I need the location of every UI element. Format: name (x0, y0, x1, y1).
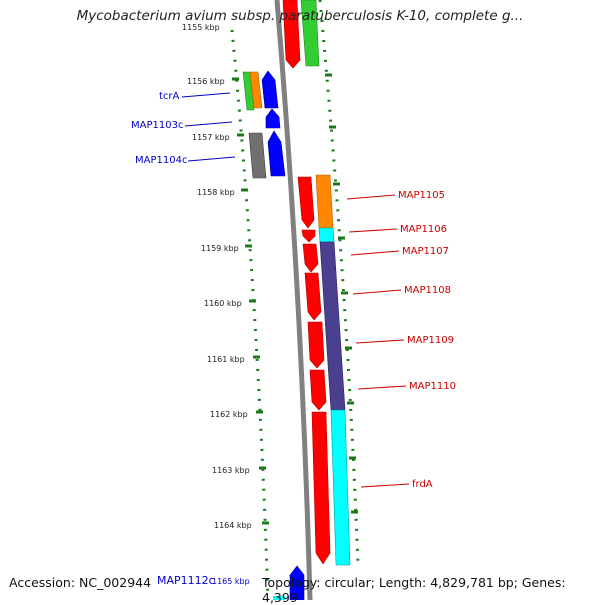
gene-label-map1112c[interactable]: MAP1112c (157, 574, 215, 587)
genome-backbone (274, 0, 313, 600)
segment-cyan[interactable] (318, 227, 335, 243)
gene-label-map1103c[interactable]: MAP1103c (131, 120, 183, 131)
outer-dotted-track-left (230, 29, 270, 600)
map-title: Mycobacterium avium subsp. paratuberculo… (76, 8, 524, 24)
gene-arrow-tcra[interactable] (242, 71, 255, 111)
gene-arrow[interactable] (296, 596, 304, 600)
tick-labels: 1155 kbp 1156 kbp 1157 kbp 1158 kbp 1159… (182, 23, 252, 530)
tick-label: 1161 kbp (207, 355, 245, 364)
segment-orange[interactable] (315, 174, 334, 229)
tick-label: 1155 kbp (182, 23, 220, 32)
tick-label: 1163 kbp (212, 466, 250, 475)
gene-label-map1108[interactable]: MAP1108 (404, 285, 451, 296)
gene-arrow[interactable] (249, 71, 263, 109)
tick-label: 1164 kbp (214, 521, 252, 530)
tick-label: 1159 kbp (201, 244, 239, 253)
gene-label-map1110[interactable]: MAP1110 (409, 381, 456, 392)
tick-label: 1157 kbp (192, 133, 230, 142)
gene-arrows-bottom (273, 565, 305, 600)
gene-arrows-top (282, 0, 320, 69)
gene-arrows-color-track (315, 174, 351, 566)
gene-arrow[interactable] (261, 70, 279, 109)
gene-arrow-frda[interactable] (311, 411, 331, 565)
accession-text: Accession: NC_002944 (9, 575, 152, 590)
gene-arrow-map1106[interactable] (301, 229, 316, 243)
gene-arrows-left-cluster (242, 70, 286, 179)
outer-dotted-track-right (318, 0, 360, 566)
segment-cyan[interactable] (330, 409, 351, 566)
tick-label: 1160 kbp (204, 299, 242, 308)
gene-label-map1105[interactable]: MAP1105 (398, 190, 445, 201)
gene-arrow[interactable] (282, 0, 301, 69)
tick-label-1165: 1165 kbp (212, 577, 250, 586)
tick-marks-right (325, 73, 358, 514)
leader-lines-left (181, 92, 236, 162)
gene-label-tcra[interactable]: tcrA (159, 91, 180, 102)
gene-arrows-red-track (297, 176, 331, 565)
gene-label-map1104c[interactable]: MAP1104c (135, 155, 187, 166)
footer-bar: Accession: NC_002944 MAP1112c 1165 kbp T… (0, 573, 600, 605)
tick-label: 1162 kbp (210, 410, 248, 419)
gene-label-map1109[interactable]: MAP1109 (407, 335, 454, 346)
gene-arrow-map1105[interactable] (297, 176, 315, 229)
gene-arrow-map1109[interactable] (307, 321, 325, 369)
gene-arrow[interactable] (267, 130, 286, 177)
tick-label: 1156 kbp (187, 77, 225, 86)
gene-arrow[interactable] (273, 596, 285, 600)
gene-arrow-map1110[interactable] (309, 369, 327, 411)
gene-label-frda[interactable]: frdA (412, 479, 433, 490)
gene-arrow[interactable] (289, 565, 305, 600)
gene-arrow-map1104c[interactable] (248, 132, 267, 179)
gene-arrow-map1107[interactable] (302, 243, 319, 273)
gene-labels: tcrA MAP1103c MAP1104c MAP1105 MAP1106 M… (131, 91, 456, 490)
topology-text: Topology: circular; Length: 4,829,781 bp… (262, 575, 566, 605)
gene-arrow[interactable] (300, 0, 320, 67)
leader-lines-right (346, 194, 410, 488)
tick-marks-left (232, 77, 269, 525)
gene-label-map1107[interactable]: MAP1107 (402, 246, 449, 257)
gene-arrow-map1103c[interactable] (265, 108, 281, 129)
gene-arrow-map1108[interactable] (304, 272, 322, 321)
gene-label-map1106[interactable]: MAP1106 (400, 224, 447, 235)
tick-label: 1158 kbp (197, 188, 235, 197)
